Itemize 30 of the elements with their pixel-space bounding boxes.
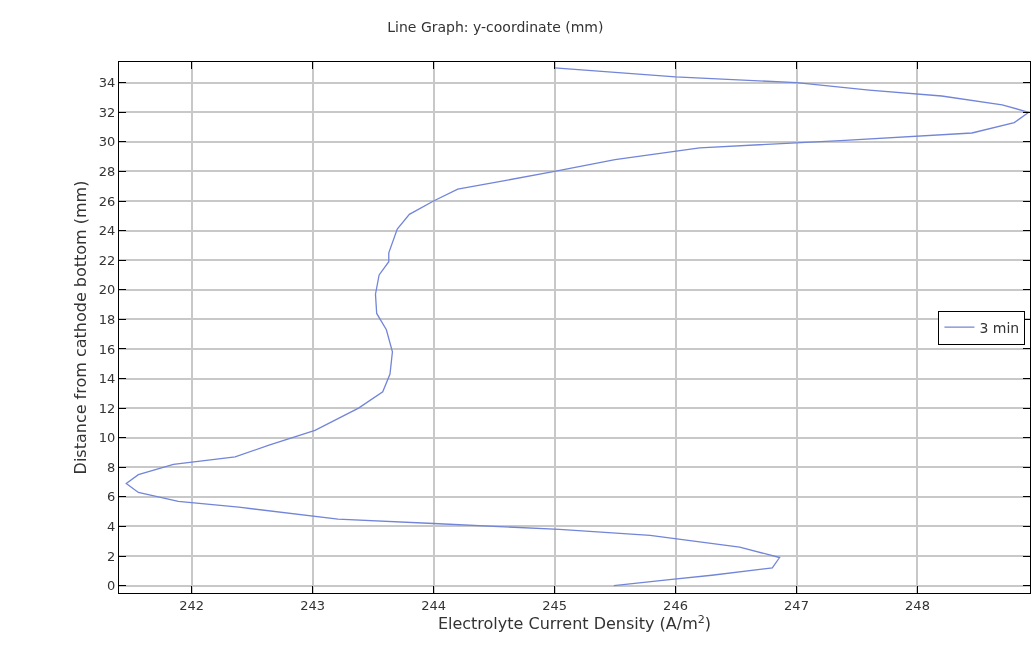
x-tick-label: 247	[784, 597, 809, 613]
y-tick-label: 10	[98, 430, 116, 446]
y-tick-label: 20	[98, 282, 116, 298]
legend-label: 3 min	[979, 319, 1020, 336]
x-tick-label: 245	[542, 597, 567, 613]
y-tick-label: 0	[107, 578, 116, 594]
chart-title: Line Graph: y-coordinate (mm)	[387, 19, 604, 36]
y-tick-label: 8	[107, 459, 116, 475]
x-tick-label: 246	[663, 597, 688, 613]
y-tick-label: 34	[98, 75, 116, 91]
y-tick-label: 12	[98, 400, 116, 416]
x-tick-label: 242	[179, 597, 204, 613]
y-axis-title: Distance from cathode bottom (mm)	[70, 180, 90, 475]
y-tick-label: 16	[98, 341, 116, 357]
line-series	[125, 67, 1030, 587]
y-tick-label: 24	[98, 223, 116, 239]
y-tick-label: 22	[98, 252, 116, 268]
y-tick-label: 2	[107, 548, 116, 564]
x-tick-label: 248	[905, 597, 930, 613]
y-tick-label: 6	[107, 489, 116, 505]
y-tick-label: 30	[98, 134, 116, 150]
y-tick-label: 32	[98, 104, 116, 120]
x-axis-title: Electrolyte Current Density (A/m$^{2}$)	[437, 612, 712, 634]
y-tick-label: 4	[107, 518, 116, 534]
x-tick-label: 244	[421, 597, 446, 613]
y-tick-label: 26	[98, 193, 116, 209]
x-tick-label: 243	[300, 597, 325, 613]
y-tick-label: 18	[98, 311, 116, 327]
y-tick-label: 28	[98, 164, 116, 179]
y-tick-label: 14	[98, 371, 116, 387]
